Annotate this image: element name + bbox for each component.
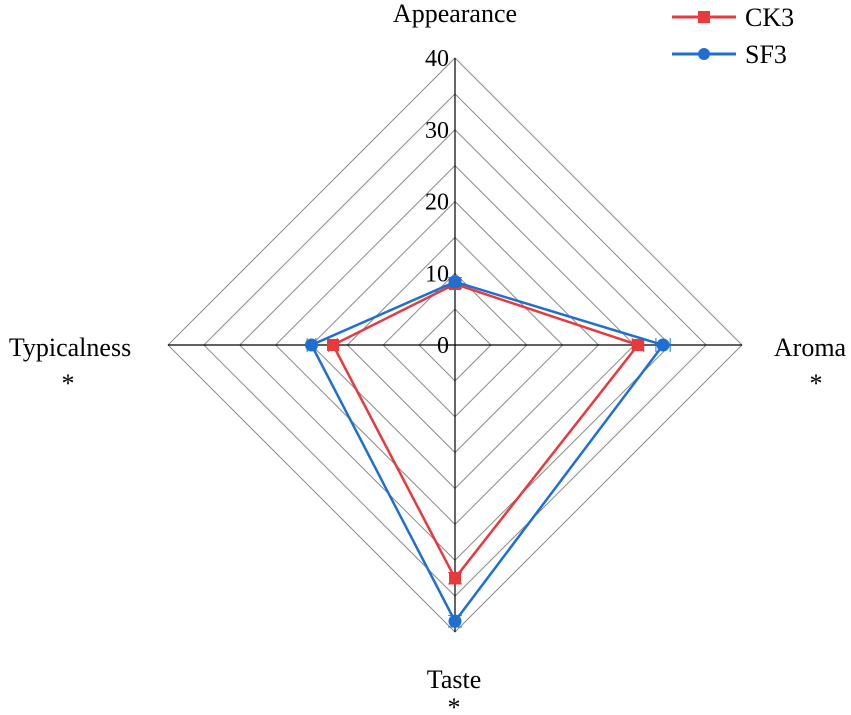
point-sf3-typicalness (305, 338, 318, 352)
radial-ticks: 0 10 20 30 40 (425, 46, 449, 359)
point-ck3-aroma (631, 339, 644, 351)
axis-label-aroma: Aroma (774, 333, 847, 362)
tick-label-40: 40 (425, 46, 449, 72)
point-ck3-typicalness (327, 339, 340, 351)
axis-label-appearance: Appearance (393, 0, 517, 28)
point-sf3-appearance (448, 275, 462, 289)
tick-label-30: 30 (425, 118, 449, 144)
axis-label-taste: Taste (427, 665, 482, 694)
series-line-ck3 (331, 282, 641, 581)
tick-label-10: 10 (425, 261, 449, 287)
axis-mark-aroma: * (810, 369, 823, 398)
axis-label-typicalness: Typicalness (9, 333, 131, 362)
series-line-sf3 (309, 280, 666, 624)
tick-label-0: 0 (437, 333, 449, 359)
legend-marker-sf3 (698, 48, 710, 60)
axis-mark-taste: * (448, 693, 461, 715)
point-ck3-taste (449, 572, 461, 585)
series-sf3 (305, 275, 671, 628)
legend-label-ck3: CK3 (745, 3, 794, 32)
series (305, 275, 671, 628)
point-sf3-taste (448, 614, 462, 628)
legend: CK3 SF3 (672, 3, 794, 69)
axis-mark-typicalness: * (62, 369, 75, 398)
legend-item-ck3: CK3 (672, 3, 794, 32)
point-sf3-aroma (656, 338, 670, 352)
legend-item-sf3: SF3 (672, 40, 787, 69)
legend-marker-ck3 (698, 11, 710, 23)
legend-label-sf3: SF3 (745, 40, 787, 69)
tick-label-20: 20 (425, 190, 449, 216)
